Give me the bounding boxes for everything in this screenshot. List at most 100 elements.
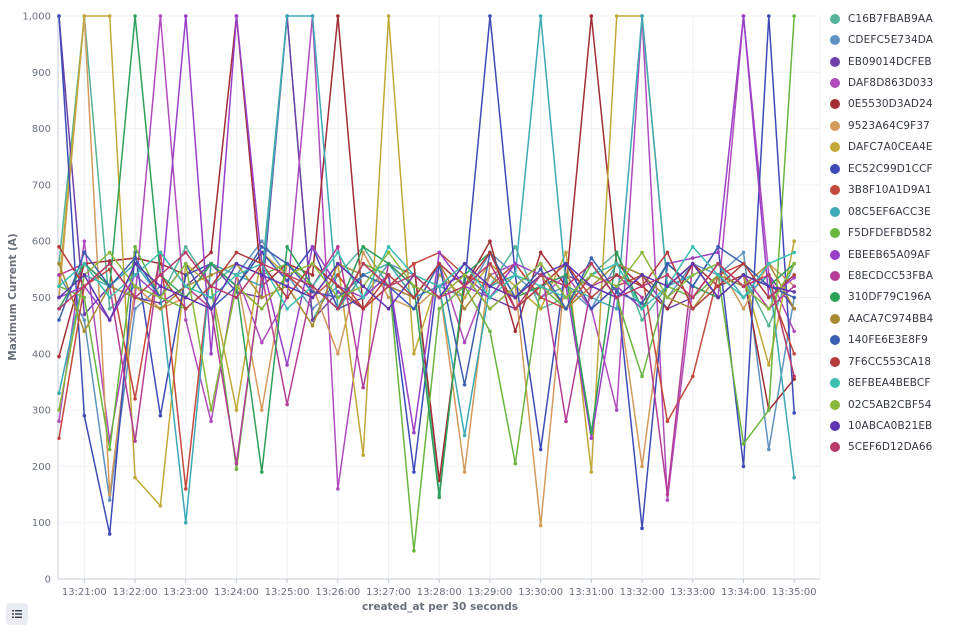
data-point[interactable] bbox=[82, 239, 87, 243]
legend-item[interactable]: 3B8F10A1D9A1 bbox=[826, 180, 962, 201]
data-point[interactable] bbox=[614, 408, 619, 412]
data-point[interactable] bbox=[538, 284, 543, 289]
data-point[interactable] bbox=[336, 273, 340, 277]
data-point[interactable] bbox=[792, 306, 796, 311]
data-point[interactable] bbox=[412, 284, 416, 289]
data-point[interactable] bbox=[57, 391, 61, 396]
data-point[interactable] bbox=[310, 245, 315, 249]
data-point[interactable] bbox=[792, 374, 796, 379]
data-point[interactable] bbox=[336, 306, 340, 311]
data-point[interactable] bbox=[792, 295, 796, 300]
data-point[interactable] bbox=[792, 377, 796, 381]
data-point[interactable] bbox=[437, 478, 442, 483]
data-point[interactable] bbox=[564, 273, 568, 277]
data-point[interactable] bbox=[614, 261, 619, 266]
data-point[interactable] bbox=[209, 408, 213, 412]
data-point[interactable] bbox=[437, 284, 442, 289]
data-point[interactable] bbox=[462, 273, 467, 277]
data-point[interactable] bbox=[589, 295, 594, 300]
data-point[interactable] bbox=[209, 295, 213, 300]
data-point[interactable] bbox=[564, 250, 568, 255]
data-point[interactable] bbox=[690, 306, 695, 311]
data-point[interactable] bbox=[412, 261, 416, 266]
data-point[interactable] bbox=[792, 14, 796, 18]
data-point[interactable] bbox=[107, 295, 112, 300]
data-point[interactable] bbox=[640, 295, 644, 300]
data-point[interactable] bbox=[690, 261, 695, 266]
data-point[interactable] bbox=[564, 419, 568, 424]
data-point[interactable] bbox=[82, 312, 87, 317]
data-point[interactable] bbox=[133, 245, 137, 249]
data-point[interactable] bbox=[57, 295, 61, 300]
data-point[interactable] bbox=[741, 442, 746, 446]
data-point[interactable] bbox=[690, 273, 695, 277]
data-point[interactable] bbox=[82, 273, 87, 277]
data-point[interactable] bbox=[640, 14, 644, 18]
data-point[interactable] bbox=[361, 273, 366, 277]
data-point[interactable] bbox=[437, 306, 442, 311]
data-point[interactable] bbox=[462, 382, 467, 387]
data-point[interactable] bbox=[158, 284, 163, 289]
data-point[interactable] bbox=[234, 250, 239, 255]
legend-item[interactable]: 8EFBEA4BEBCF bbox=[826, 372, 962, 393]
data-point[interactable] bbox=[260, 470, 264, 474]
data-point[interactable] bbox=[538, 273, 543, 277]
data-point[interactable] bbox=[538, 267, 543, 272]
data-point[interactable] bbox=[640, 250, 644, 255]
data-point[interactable] bbox=[513, 245, 518, 249]
data-point[interactable] bbox=[741, 250, 746, 255]
data-point[interactable] bbox=[386, 261, 391, 266]
legend-item[interactable]: 7F6CC553CA18 bbox=[826, 351, 962, 372]
data-point[interactable] bbox=[488, 239, 492, 243]
data-point[interactable] bbox=[361, 295, 366, 300]
data-point[interactable] bbox=[310, 318, 315, 322]
data-point[interactable] bbox=[690, 374, 695, 379]
data-point[interactable] bbox=[564, 284, 568, 289]
data-point[interactable] bbox=[260, 295, 264, 300]
data-point[interactable] bbox=[285, 295, 289, 300]
data-point[interactable] bbox=[57, 14, 61, 18]
data-point[interactable] bbox=[792, 250, 796, 255]
data-point[interactable] bbox=[285, 284, 289, 289]
data-point[interactable] bbox=[361, 284, 366, 289]
data-point[interactable] bbox=[767, 273, 771, 277]
data-point[interactable] bbox=[336, 261, 340, 266]
data-point[interactable] bbox=[260, 239, 264, 243]
data-point[interactable] bbox=[310, 14, 315, 18]
data-point[interactable] bbox=[133, 397, 137, 401]
data-point[interactable] bbox=[260, 306, 264, 311]
data-point[interactable] bbox=[488, 306, 492, 311]
data-point[interactable] bbox=[386, 14, 391, 18]
data-point[interactable] bbox=[209, 306, 213, 311]
data-point[interactable] bbox=[386, 250, 391, 255]
data-point[interactable] bbox=[640, 374, 644, 379]
data-point[interactable] bbox=[538, 447, 543, 452]
data-point[interactable] bbox=[589, 470, 594, 474]
legend-item[interactable]: F5DFDEFBD582 bbox=[826, 222, 962, 243]
data-point[interactable] bbox=[513, 461, 518, 466]
data-point[interactable] bbox=[614, 273, 619, 277]
data-point[interactable] bbox=[158, 413, 163, 418]
data-point[interactable] bbox=[538, 523, 543, 528]
data-point[interactable] bbox=[412, 306, 416, 311]
legend-item[interactable]: 0E5530D3AD24 bbox=[826, 94, 962, 115]
data-point[interactable] bbox=[183, 306, 188, 311]
data-point[interactable] bbox=[57, 419, 61, 424]
data-point[interactable] bbox=[285, 402, 289, 407]
data-point[interactable] bbox=[183, 14, 188, 18]
legend-item[interactable]: C16B7FBAB9AA bbox=[826, 8, 962, 29]
data-point[interactable] bbox=[513, 261, 518, 266]
legend-item[interactable]: AACA7C974BB4 bbox=[826, 308, 962, 329]
data-point[interactable] bbox=[133, 273, 137, 277]
data-point[interactable] bbox=[488, 261, 492, 266]
data-point[interactable] bbox=[183, 318, 188, 322]
data-point[interactable] bbox=[513, 295, 518, 300]
data-point[interactable] bbox=[665, 306, 670, 311]
data-point[interactable] bbox=[462, 306, 467, 311]
data-point[interactable] bbox=[741, 306, 746, 311]
data-point[interactable] bbox=[361, 261, 366, 266]
data-point[interactable] bbox=[285, 14, 289, 18]
data-point[interactable] bbox=[538, 306, 543, 311]
data-point[interactable] bbox=[488, 14, 492, 18]
data-point[interactable] bbox=[336, 250, 340, 255]
